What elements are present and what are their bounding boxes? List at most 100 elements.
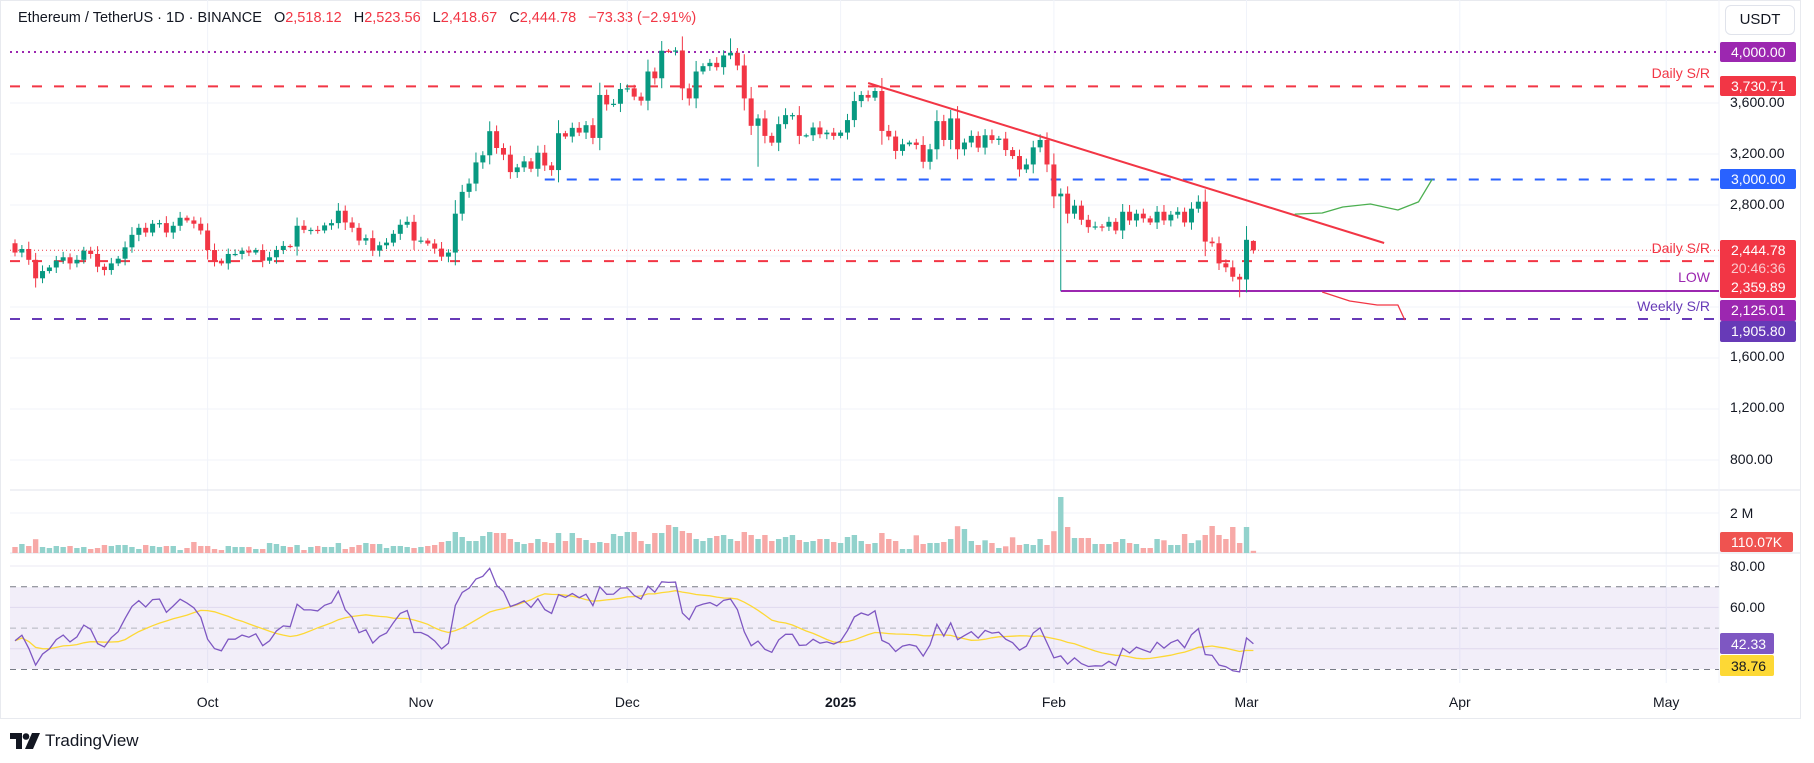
candle-body [576, 127, 582, 133]
time-tick-dec: Dec [615, 694, 640, 710]
candle-body [1209, 241, 1215, 244]
candle-body [129, 234, 135, 248]
candle-body [1250, 240, 1256, 251]
volume-bar [638, 541, 644, 553]
candle-body [74, 259, 80, 264]
candle-body [122, 247, 128, 259]
volume-bar [1113, 542, 1119, 553]
volume-bar [149, 546, 156, 553]
volume-bar [1147, 548, 1153, 553]
volume-badge [1720, 532, 1793, 552]
volume-bar [12, 547, 18, 553]
volume-bar [837, 543, 844, 553]
volume-bar [397, 546, 403, 553]
volume-bar [645, 544, 651, 553]
candle-body [1030, 147, 1036, 165]
candle-body [851, 101, 857, 121]
candle-body [900, 144, 906, 151]
candle-body [604, 94, 610, 105]
level-3000-badge [1720, 169, 1796, 189]
candle-body [755, 118, 761, 126]
volume-bar [720, 535, 727, 553]
candle-body [1003, 138, 1009, 151]
candle-body [81, 250, 87, 260]
volume-bar [170, 546, 176, 553]
candle-body [1133, 213, 1139, 221]
volume-bar [528, 543, 534, 553]
candle-body [776, 124, 782, 143]
candle-body [638, 96, 644, 101]
candle-body [67, 257, 73, 264]
candle-body [33, 259, 39, 279]
volume-bar [225, 546, 231, 553]
volume-bar [886, 539, 892, 553]
candle-body [865, 94, 871, 98]
candle-body [1078, 205, 1084, 220]
volume-bar [858, 541, 864, 553]
volume-bar [941, 542, 947, 553]
candle-body [1244, 239, 1250, 280]
volume-bar [376, 544, 383, 553]
grid [10, 0, 1719, 683]
volume-bar [865, 544, 871, 553]
low-label: L [432, 10, 441, 26]
candle-body [377, 245, 383, 251]
candle-body [707, 62, 713, 67]
volume-bar [934, 543, 940, 553]
candle-body [480, 155, 486, 163]
volume-bar [1168, 545, 1174, 553]
volume-bar [927, 543, 933, 553]
drawings[interactable] [867, 82, 1433, 321]
volume-bar [755, 539, 761, 553]
open-label: O [273, 10, 286, 26]
volume-bar [1092, 544, 1098, 553]
candle-body [363, 238, 369, 241]
volume-bar [583, 540, 589, 553]
candle-body [328, 223, 334, 226]
volume-bar [1202, 535, 1208, 553]
volume-bar [94, 548, 101, 553]
volume-bar [204, 546, 211, 553]
currency-button[interactable]: USDT [1725, 5, 1795, 35]
candle-body [549, 165, 555, 171]
candle-body [246, 250, 252, 253]
daily-sr-upper-badge [1720, 76, 1796, 96]
volume-bar [521, 544, 527, 553]
level-4000-badge [1720, 42, 1796, 62]
candle-body [762, 118, 768, 136]
candle-body [542, 152, 548, 166]
volume-bar [466, 541, 472, 553]
candle-body [170, 225, 176, 233]
volume-bar [947, 539, 954, 553]
volume-bar [1195, 540, 1202, 553]
candle-body [824, 132, 830, 135]
candle-body [748, 98, 754, 126]
candle-body [115, 258, 121, 264]
candles [12, 36, 1256, 298]
candle-body [927, 149, 933, 162]
price-tick: 1,200.00 [1730, 399, 1785, 415]
tradingview-logo[interactable]: TradingView [10, 731, 139, 751]
volume-bar [762, 535, 768, 553]
volume-bar [727, 539, 734, 553]
volume-bar [1181, 534, 1188, 553]
volume-bar [803, 542, 809, 553]
volume-bar [328, 547, 335, 553]
candle-body [342, 210, 348, 223]
volume-bar [1188, 543, 1195, 553]
symbol-title[interactable]: Ethereum / TetherUS · 1D · BINANCE [18, 10, 262, 26]
volume-bar [122, 545, 128, 553]
volume-bars [12, 497, 1257, 553]
candle-body [267, 257, 273, 261]
candle-body [411, 221, 417, 241]
volume-bar [259, 549, 266, 553]
time-tick-feb: Feb [1042, 694, 1066, 710]
volume-bar [514, 542, 520, 553]
candle-body [322, 225, 328, 231]
candle-body [466, 183, 472, 192]
tradingview-logo-text: TradingView [45, 731, 139, 750]
candle-body [1168, 214, 1174, 221]
volume-bar [1106, 544, 1112, 553]
daily-sr-upper-text: Daily S/R [1652, 65, 1710, 81]
